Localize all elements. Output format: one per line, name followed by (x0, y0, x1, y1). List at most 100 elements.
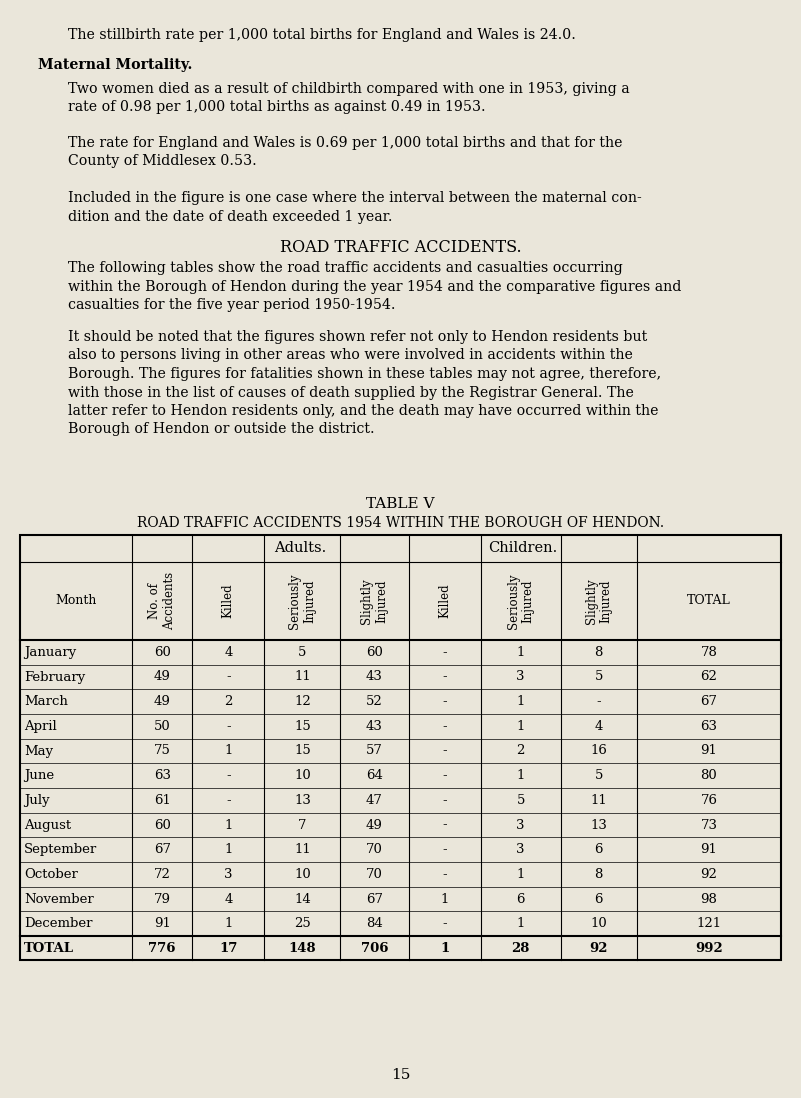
Text: TABLE V: TABLE V (366, 497, 435, 511)
Text: January: January (24, 646, 76, 659)
Text: 4: 4 (224, 893, 232, 906)
Text: 4: 4 (224, 646, 232, 659)
Text: 1: 1 (517, 695, 525, 708)
Text: ROAD TRAFFIC ACCIDENTS.: ROAD TRAFFIC ACCIDENTS. (280, 239, 521, 256)
Text: 50: 50 (154, 720, 171, 732)
Text: 3: 3 (517, 671, 525, 683)
Text: October: October (24, 867, 78, 881)
Text: rate of 0.98 per 1,000 total births as against 0.49 in 1953.: rate of 0.98 per 1,000 total births as a… (68, 101, 485, 114)
Text: ROAD TRAFFIC ACCIDENTS 1954 WITHIN THE BOROUGH OF HENDON.: ROAD TRAFFIC ACCIDENTS 1954 WITHIN THE B… (137, 516, 664, 530)
Text: -: - (442, 646, 447, 659)
Text: Slightly
Injured: Slightly Injured (360, 579, 388, 624)
Text: 15: 15 (294, 720, 311, 732)
Text: 92: 92 (590, 941, 608, 954)
Text: 11: 11 (294, 843, 311, 856)
Text: 49: 49 (366, 818, 383, 831)
Text: 62: 62 (700, 671, 718, 683)
Text: -: - (442, 744, 447, 758)
Text: 13: 13 (590, 818, 607, 831)
Text: 70: 70 (366, 867, 383, 881)
Text: 28: 28 (512, 941, 529, 954)
Text: No. of
Accidents: No. of Accidents (148, 572, 176, 630)
Text: Seriously
Injured: Seriously Injured (507, 573, 534, 629)
Text: -: - (442, 917, 447, 930)
Text: The stillbirth rate per 1,000 total births for England and Wales is 24.0.: The stillbirth rate per 1,000 total birt… (68, 29, 576, 42)
Text: 5: 5 (517, 794, 525, 807)
Text: latter refer to Hendon residents only, and the death may have occurred within th: latter refer to Hendon residents only, a… (68, 404, 658, 418)
Text: 10: 10 (294, 770, 311, 782)
Text: April: April (24, 720, 57, 732)
Text: November: November (24, 893, 94, 906)
Text: 61: 61 (154, 794, 171, 807)
Text: 63: 63 (700, 720, 718, 732)
Text: 14: 14 (294, 893, 311, 906)
Text: March: March (24, 695, 68, 708)
Text: The following tables show the road traffic accidents and casualties occurring: The following tables show the road traff… (68, 261, 623, 274)
Text: -: - (442, 720, 447, 732)
Text: 3: 3 (517, 818, 525, 831)
Text: Children.: Children. (488, 541, 557, 556)
Text: 2: 2 (224, 695, 232, 708)
Text: 8: 8 (594, 646, 603, 659)
Text: also to persons living in other areas who were involved in accidents within the: also to persons living in other areas wh… (68, 348, 633, 362)
Text: 1: 1 (517, 917, 525, 930)
Text: -: - (442, 794, 447, 807)
Text: 52: 52 (366, 695, 383, 708)
Text: 47: 47 (366, 794, 383, 807)
Text: -: - (226, 794, 231, 807)
Text: 15: 15 (294, 744, 311, 758)
Text: 91: 91 (700, 843, 718, 856)
Text: dition and the date of death exceeded 1 year.: dition and the date of death exceeded 1 … (68, 210, 392, 224)
Text: -: - (442, 770, 447, 782)
Text: 43: 43 (366, 720, 383, 732)
Text: 3: 3 (517, 843, 525, 856)
Text: 60: 60 (154, 646, 171, 659)
Text: June: June (24, 770, 54, 782)
Text: County of Middlesex 0.53.: County of Middlesex 0.53. (68, 155, 257, 168)
Text: 706: 706 (360, 941, 388, 954)
Text: July: July (24, 794, 50, 807)
Text: -: - (442, 695, 447, 708)
Text: with those in the list of causes of death supplied by the Registrar General. The: with those in the list of causes of deat… (68, 385, 634, 400)
Text: 98: 98 (700, 893, 718, 906)
Text: 7: 7 (298, 818, 307, 831)
Text: 11: 11 (590, 794, 607, 807)
Text: 64: 64 (366, 770, 383, 782)
Text: 43: 43 (366, 671, 383, 683)
Text: Borough. The figures for fatalities shown in these tables may not agree, therefo: Borough. The figures for fatalities show… (68, 367, 661, 381)
Text: 49: 49 (154, 671, 171, 683)
Text: 13: 13 (294, 794, 311, 807)
Text: 60: 60 (366, 646, 383, 659)
Text: 67: 67 (700, 695, 718, 708)
Text: Two women died as a result of childbirth compared with one in 1953, giving a: Two women died as a result of childbirth… (68, 82, 630, 96)
Text: 84: 84 (366, 917, 383, 930)
Text: TOTAL: TOTAL (24, 941, 74, 954)
Text: Borough of Hendon or outside the district.: Borough of Hendon or outside the distric… (68, 423, 375, 437)
Text: 11: 11 (294, 671, 311, 683)
Text: 67: 67 (366, 893, 383, 906)
Text: 60: 60 (154, 818, 171, 831)
Text: -: - (226, 770, 231, 782)
Text: It should be noted that the figures shown refer not only to Hendon residents but: It should be noted that the figures show… (68, 330, 647, 344)
Text: Maternal Mortality.: Maternal Mortality. (38, 58, 193, 72)
Text: 10: 10 (590, 917, 607, 930)
Text: Month: Month (55, 594, 97, 607)
Text: 1: 1 (517, 770, 525, 782)
Text: 25: 25 (294, 917, 311, 930)
Text: 5: 5 (594, 770, 603, 782)
Text: 80: 80 (701, 770, 717, 782)
Text: casualties for the five year period 1950-1954.: casualties for the five year period 1950… (68, 298, 396, 312)
Text: 1: 1 (440, 941, 449, 954)
Text: 8: 8 (594, 867, 603, 881)
Text: December: December (24, 917, 93, 930)
Text: -: - (442, 867, 447, 881)
Text: 10: 10 (294, 867, 311, 881)
Text: -: - (226, 671, 231, 683)
Text: Seriously
Injured: Seriously Injured (288, 573, 316, 629)
Text: 15: 15 (391, 1068, 410, 1082)
Text: 16: 16 (590, 744, 607, 758)
Text: within the Borough of Hendon during the year 1954 and the comparative figures an: within the Borough of Hendon during the … (68, 280, 682, 293)
Text: 91: 91 (700, 744, 718, 758)
Text: 776: 776 (148, 941, 176, 954)
Text: 1: 1 (517, 720, 525, 732)
